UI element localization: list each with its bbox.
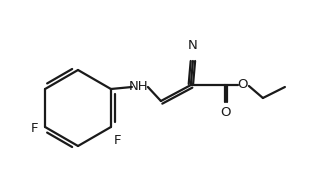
Text: O: O xyxy=(238,78,248,92)
Text: F: F xyxy=(114,134,121,146)
Text: NH: NH xyxy=(129,80,149,93)
Text: O: O xyxy=(221,105,231,118)
Text: F: F xyxy=(30,122,38,136)
Text: N: N xyxy=(188,39,198,52)
